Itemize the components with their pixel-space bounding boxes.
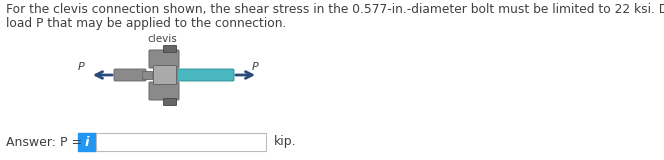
FancyBboxPatch shape — [149, 50, 179, 68]
FancyBboxPatch shape — [149, 82, 179, 100]
Bar — [142, 71, 152, 79]
FancyBboxPatch shape — [78, 133, 96, 151]
FancyBboxPatch shape — [114, 69, 146, 81]
FancyBboxPatch shape — [177, 69, 234, 81]
Text: For the clevis connection shown, the shear stress in the 0.577-in.-diameter bolt: For the clevis connection shown, the she… — [6, 3, 664, 16]
Text: P: P — [77, 62, 84, 72]
Text: clevis: clevis — [147, 34, 177, 44]
Text: load P that may be applied to the connection.: load P that may be applied to the connec… — [6, 17, 286, 30]
Text: P: P — [252, 62, 259, 72]
Text: i: i — [85, 136, 89, 148]
FancyBboxPatch shape — [163, 99, 177, 105]
FancyBboxPatch shape — [96, 133, 266, 151]
Text: Answer: P =: Answer: P = — [6, 136, 82, 148]
Text: kip.: kip. — [274, 136, 297, 148]
FancyBboxPatch shape — [163, 45, 177, 52]
FancyBboxPatch shape — [153, 65, 177, 84]
